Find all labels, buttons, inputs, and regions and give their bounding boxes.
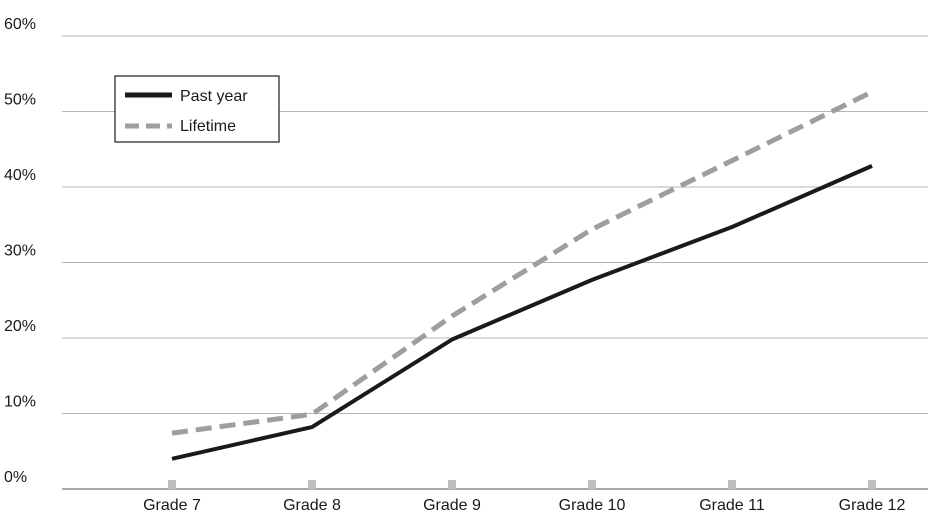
- legend: Past year Lifetime: [114, 75, 280, 143]
- y-tick-label: 60%: [4, 16, 36, 33]
- y-tick-label: 50%: [4, 92, 36, 109]
- legend-box: [114, 75, 280, 143]
- legend-label-lifetime: Lifetime: [180, 118, 236, 135]
- y-tick-label: 20%: [4, 318, 36, 335]
- x-tick-mark: [868, 480, 876, 489]
- series-line-lifetime: [171, 89, 874, 436]
- x-tick-mark: [448, 480, 456, 489]
- x-tick-label: Grade 10: [559, 497, 626, 513]
- x-tick-label: Grade 12: [839, 497, 906, 513]
- legend-label-past-year: Past year: [180, 88, 248, 105]
- series-lines: [171, 89, 874, 461]
- x-tick-label: Grade 11: [699, 497, 765, 513]
- series-line-past-year: [171, 164, 873, 461]
- y-tick-label: 30%: [4, 243, 36, 260]
- y-axis-ticks: 0% 10% 20% 30% 40% 50% 60%: [4, 16, 36, 486]
- y-tick-label: 40%: [4, 167, 36, 184]
- y-tick-label: 10%: [4, 394, 36, 411]
- x-tick-mark: [308, 480, 316, 489]
- y-tick-label: 0%: [4, 469, 27, 486]
- x-tick-label: Grade 7: [143, 497, 201, 513]
- x-axis-ticks: Grade 7 Grade 8 Grade 9 Grade 10 Grade 11 Gra…: [143, 480, 905, 513]
- x-tick-mark: [728, 480, 736, 489]
- x-tick-label: Grade 8: [283, 497, 341, 513]
- x-tick-mark: [588, 480, 596, 489]
- x-tick-label: Grade 9: [423, 497, 481, 513]
- x-tick-mark: [168, 480, 176, 489]
